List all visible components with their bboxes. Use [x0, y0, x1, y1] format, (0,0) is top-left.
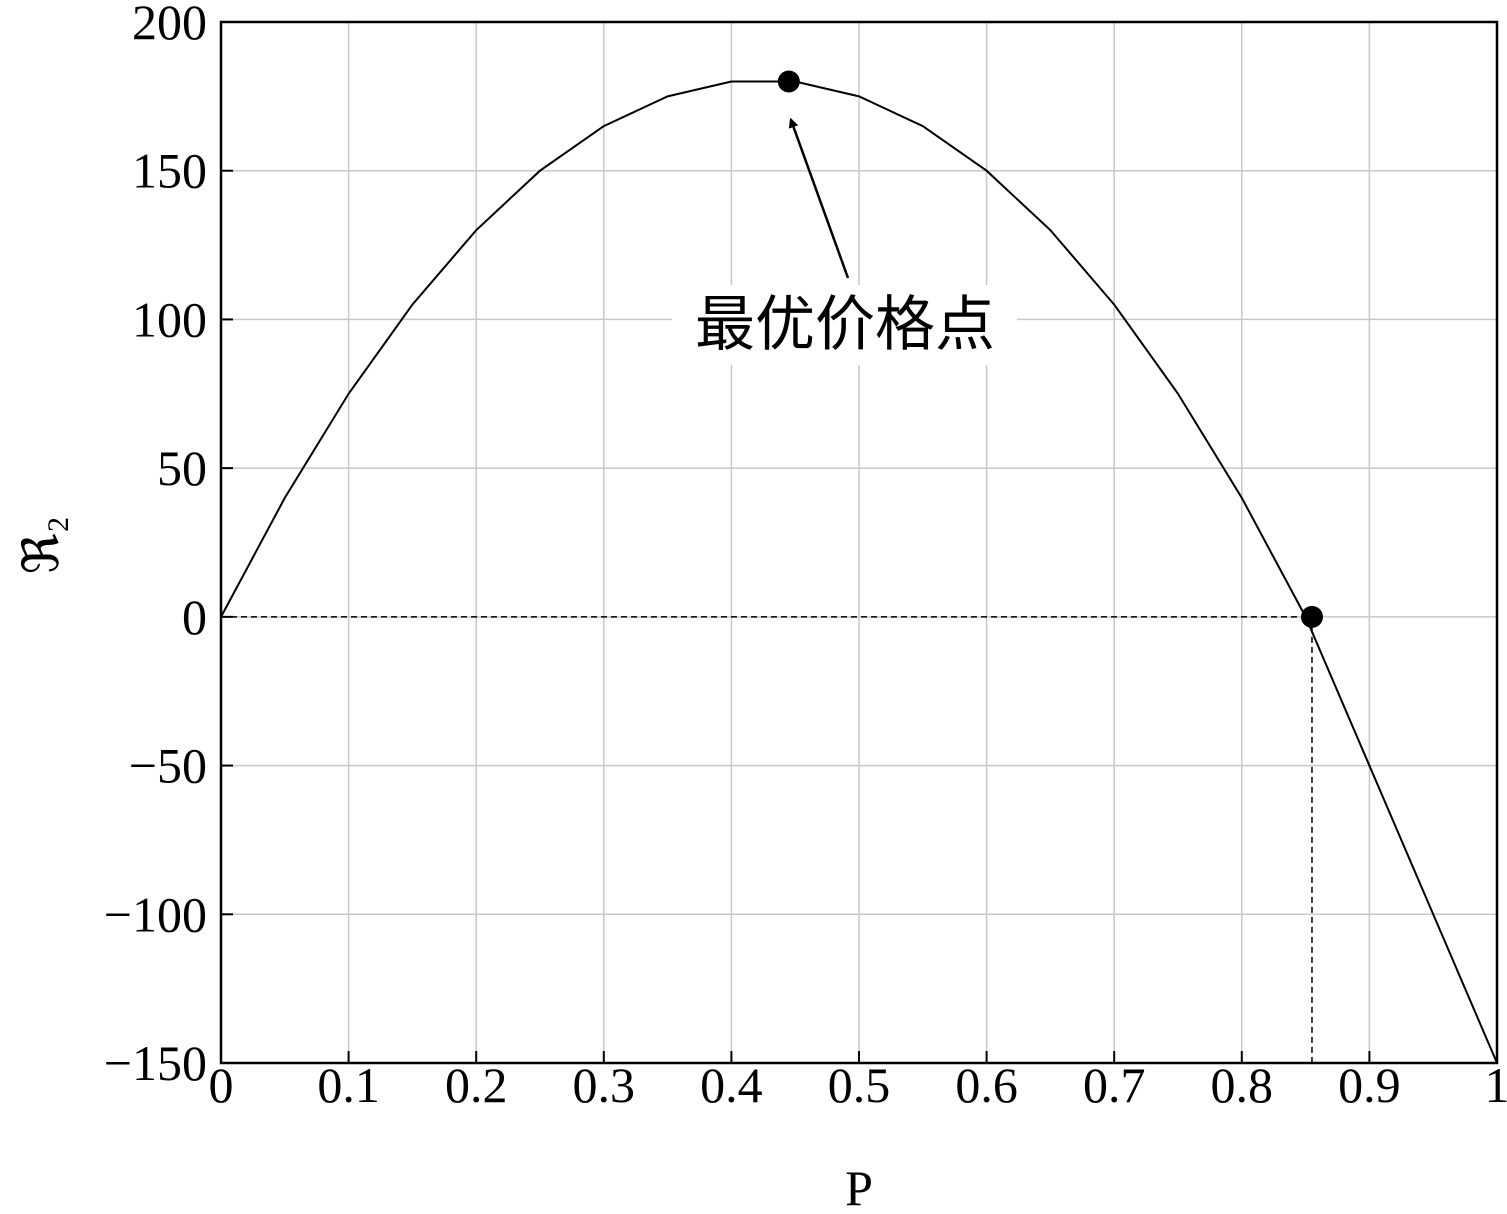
- y-tick-label: 100: [132, 291, 207, 347]
- y-tick-label: 0: [182, 589, 207, 645]
- y-tick-label: −150: [104, 1035, 207, 1091]
- x-tick-label: 0.4: [700, 1057, 763, 1113]
- x-tick-label: 0.1: [317, 1057, 380, 1113]
- y-tick-label: 50: [157, 440, 207, 496]
- x-tick-label: 0.9: [1338, 1057, 1401, 1113]
- x-axis-label: P: [845, 1160, 873, 1214]
- x-tick-label: 0.5: [828, 1057, 891, 1113]
- y-tick-label: 200: [132, 0, 207, 50]
- x-tick-label: 0.3: [573, 1057, 636, 1113]
- point: [1300, 605, 1323, 628]
- x-tick-label: 0.8: [1211, 1057, 1274, 1113]
- y-tick-label: −50: [129, 738, 207, 794]
- y-axis-label: ℜ₂: [13, 516, 69, 574]
- plot-frame: [219, 20, 1499, 1065]
- x-tick-label: 0.7: [1083, 1057, 1146, 1113]
- y-tick-label: 150: [132, 143, 207, 199]
- annotation-bg: [672, 285, 1017, 365]
- line-series: [220, 80, 1498, 1064]
- annotation-arrow: [788, 117, 850, 279]
- y-tick-label: −100: [104, 886, 207, 942]
- x-tick-label: 0: [209, 1057, 234, 1113]
- x-tick-label: 1: [1485, 1057, 1507, 1113]
- point: [777, 70, 800, 93]
- x-tick-label: 0.2: [445, 1057, 508, 1113]
- x-tick-label: 0.6: [955, 1057, 1018, 1113]
- annotation: 最优价格点: [695, 290, 995, 360]
